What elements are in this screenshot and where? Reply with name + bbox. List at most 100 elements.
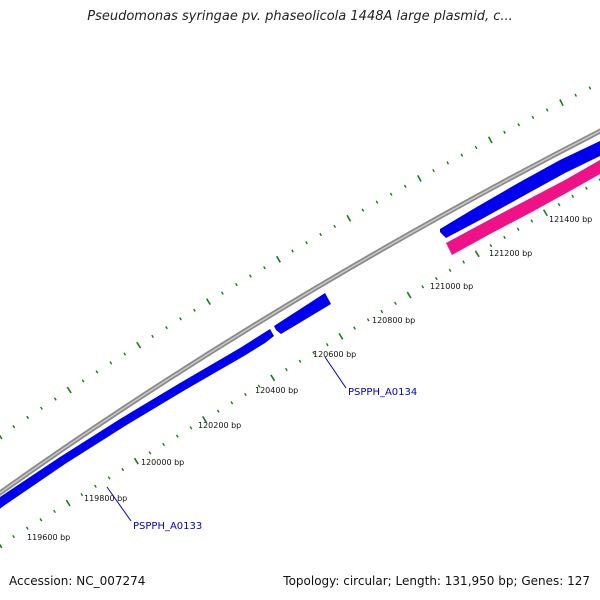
minor-tick [448, 268, 452, 272]
minor-tick [80, 492, 84, 497]
minor-tick [249, 274, 252, 278]
minor-tick [230, 401, 234, 405]
minor-tick [12, 534, 16, 539]
tick-label: 119600 bp [27, 533, 70, 542]
gene-forward-right[interactable] [440, 141, 600, 238]
minor-tick [25, 526, 29, 530]
major-tick [0, 434, 3, 440]
tick-label: 121200 bp [489, 249, 532, 258]
gene-psppha0134[interactable] [274, 293, 331, 334]
major-tick [205, 298, 211, 306]
minor-tick [353, 326, 356, 330]
gene-label-leader [324, 356, 347, 389]
major-tick [338, 332, 344, 340]
accession-text: Accession: NC_007274 [9, 574, 146, 588]
minor-tick [151, 334, 154, 338]
inner-tick-ring [0, 178, 600, 549]
minor-tick [235, 282, 238, 287]
minor-tick [545, 108, 549, 112]
minor-tick [503, 130, 506, 134]
major-tick [202, 416, 208, 423]
minor-tick [95, 370, 99, 374]
major-tick [270, 374, 276, 382]
minor-tick [421, 285, 425, 289]
minor-tick [189, 426, 193, 430]
tick-label: 120200 bp [198, 421, 241, 430]
minor-tick [40, 406, 43, 410]
gene-psppha0133[interactable] [0, 329, 274, 516]
backbone-line-highlight [0, 130, 600, 494]
major-tick [65, 499, 71, 507]
minor-tick [263, 266, 266, 270]
minor-tick [193, 308, 196, 312]
minor-tick [284, 367, 288, 372]
minor-tick [162, 442, 166, 447]
minor-tick [175, 434, 179, 438]
minor-tick [489, 243, 493, 248]
tick-label: 120400 bp [255, 386, 298, 395]
topology-text: Topology: circular; Length: 131,950 bp; … [283, 574, 590, 588]
minor-tick [121, 467, 125, 472]
minor-tick [584, 186, 588, 190]
minor-tick [107, 476, 111, 480]
gene-label[interactable]: PSPPH_A0133 [133, 521, 202, 532]
minor-tick [446, 161, 450, 165]
tick-label: 121000 bp [430, 282, 473, 291]
tick-label: 120600 bp [313, 350, 356, 359]
major-tick [542, 209, 548, 217]
minor-tick [574, 93, 578, 97]
minor-tick [257, 384, 261, 388]
minor-tick [474, 145, 478, 150]
major-tick [416, 174, 422, 182]
minor-tick [221, 291, 224, 295]
minor-tick [244, 392, 247, 397]
major-tick [474, 250, 480, 258]
major-tick [275, 255, 281, 263]
minor-tick [319, 232, 322, 237]
minor-tick [389, 192, 393, 196]
minor-tick [81, 379, 85, 383]
tick-label: 119800 bp [84, 494, 127, 503]
minor-tick [571, 194, 575, 199]
minor-tick [39, 518, 43, 522]
minor-tick [460, 153, 464, 157]
minor-tick [109, 361, 113, 365]
major-tick [66, 386, 72, 394]
minor-tick [361, 208, 365, 212]
minor-tick [53, 509, 56, 514]
minor-tick [375, 200, 379, 204]
minor-tick [312, 351, 316, 355]
minor-tick [516, 227, 520, 231]
minor-tick [148, 451, 152, 455]
gene-label-leader [106, 486, 132, 522]
minor-tick [530, 219, 534, 223]
major-tick [559, 99, 564, 107]
minor-tick [179, 317, 182, 321]
minor-tick [380, 309, 384, 314]
minor-tick [557, 202, 561, 207]
minor-tick [298, 359, 302, 363]
gene-label[interactable]: PSPPH_A0134 [348, 387, 417, 398]
outer-tick-ring [0, 86, 592, 440]
major-tick [406, 291, 412, 299]
minor-tick [598, 178, 600, 182]
gene-reverse-right[interactable] [446, 160, 600, 255]
minor-tick [325, 343, 329, 347]
minor-tick [123, 352, 127, 356]
minor-tick [434, 276, 438, 281]
major-tick [346, 214, 352, 222]
minor-tick [394, 301, 397, 305]
tick-label: 120800 bp [372, 316, 415, 325]
minor-tick [531, 115, 535, 120]
major-tick [133, 457, 139, 465]
minor-tick [403, 184, 407, 188]
minor-tick [216, 409, 220, 413]
minor-tick [26, 415, 30, 420]
minor-tick [462, 260, 466, 264]
minor-tick [12, 425, 16, 429]
major-tick [136, 341, 142, 349]
tick-label: 121400 bp [549, 215, 592, 224]
minor-tick [94, 484, 97, 488]
major-tick [0, 543, 3, 549]
